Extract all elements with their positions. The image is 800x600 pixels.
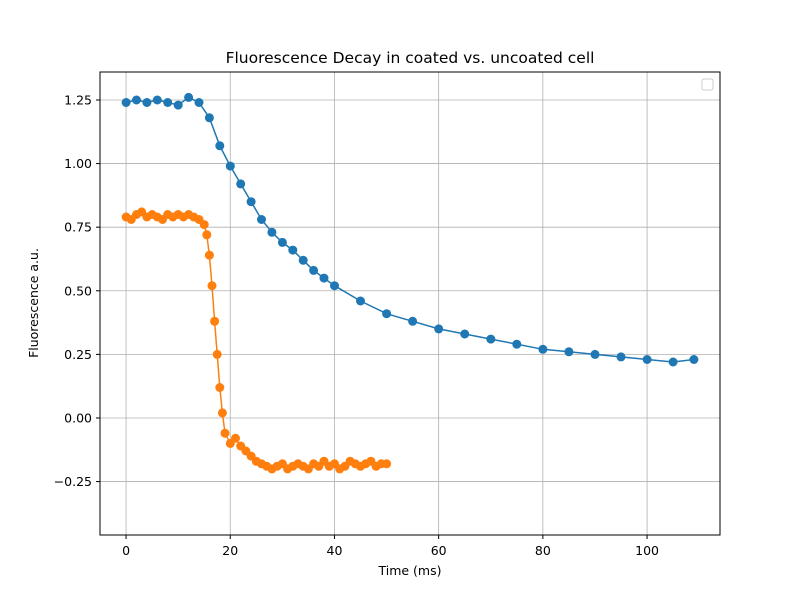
series-1-point (382, 459, 392, 469)
series-0-point (319, 273, 329, 283)
series-0-point (382, 309, 392, 319)
plot-frame (99, 71, 721, 536)
series-0-point (215, 141, 225, 151)
y-tick-label: 0.50 (64, 283, 92, 298)
series-0-point (689, 355, 699, 364)
series-0-point (309, 265, 319, 275)
y-tick-label: 0.25 (64, 347, 92, 362)
series-0-point (163, 98, 173, 107)
y-tick-label: 1.00 (64, 156, 92, 171)
series-0-point (142, 98, 152, 107)
y-tick-label: −0.25 (54, 474, 92, 489)
series-1 (121, 207, 392, 474)
x-axis-label: Time (ms) (377, 563, 441, 578)
series-0-point (173, 100, 183, 110)
grid-layer (100, 72, 720, 535)
series-0-point (288, 245, 298, 255)
x-tick-label: 40 (327, 543, 343, 558)
series-0-point (564, 347, 574, 357)
y-tick-label: 0.75 (64, 220, 92, 235)
series-0-point (298, 255, 308, 265)
series-0-point (642, 355, 652, 364)
series-1-line (125, 210, 387, 470)
tick-layer: 0 20 40 60 80 100 −0.25 0.00 0.25 0.50 0.75 1.00 1.2… (54, 92, 659, 558)
series-0-point (460, 329, 470, 339)
y-axis-label: Fluorescence a.u. (26, 248, 41, 358)
series-0-point (257, 215, 266, 224)
x-tick-label: 20 (222, 543, 238, 558)
x-tick-label: 60 (431, 543, 447, 558)
series-0-point (277, 237, 287, 247)
series-0-point (486, 334, 496, 344)
series-0-point (434, 324, 444, 334)
x-tick-label: 80 (535, 543, 551, 558)
series-0-point (538, 344, 548, 354)
chart-title: Fluorescence Decay in coated vs. uncoate… (226, 49, 595, 67)
series-0-point (152, 95, 162, 105)
series-1-point (202, 230, 212, 240)
y-tick-label: 0.00 (64, 410, 92, 425)
legend-box (701, 78, 714, 91)
series-0-point (132, 95, 141, 105)
series-0-point (225, 161, 235, 171)
series-0-point (204, 113, 214, 123)
series-0-point (184, 92, 194, 102)
series-0-point (246, 197, 256, 207)
series-1-point (199, 220, 209, 230)
series-1-point (231, 433, 240, 443)
series-0-point (408, 316, 418, 326)
series-0-point (194, 98, 204, 107)
series-0-point (121, 98, 131, 107)
series-0-point (356, 296, 365, 306)
series-1-point (217, 408, 227, 418)
series-0-point (267, 227, 277, 237)
series-0 (121, 92, 699, 367)
series-1-point (210, 316, 220, 326)
series-0-point (590, 349, 600, 359)
series-0-point (616, 352, 626, 362)
series-0-point (668, 357, 678, 367)
series-1-point (220, 428, 230, 438)
series-0-point (236, 179, 246, 189)
y-tick-label: 1.25 (64, 92, 92, 107)
x-tick-label: 100 (635, 543, 659, 558)
data-layer (121, 92, 699, 474)
series-1-point (207, 281, 217, 291)
series-0-point (512, 339, 522, 349)
x-tick-label: 0 (122, 543, 130, 558)
series-1-point (212, 349, 222, 359)
series-0-point (330, 281, 339, 291)
series-1-point (215, 383, 225, 392)
series-1-point (204, 250, 214, 260)
